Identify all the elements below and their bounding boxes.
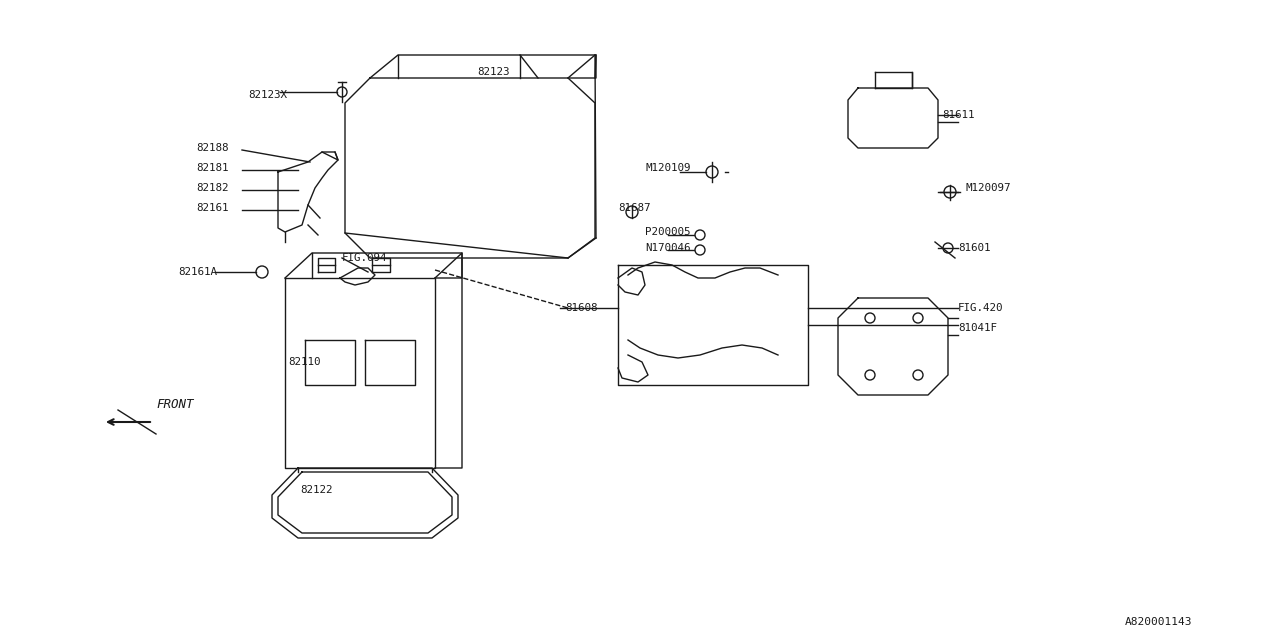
Text: N170046: N170046 [645,243,690,253]
Text: M120109: M120109 [645,163,690,173]
Text: 82110: 82110 [288,357,320,367]
Text: A820001143: A820001143 [1125,617,1193,627]
Text: 81687: 81687 [618,203,650,213]
Text: FRONT: FRONT [156,397,193,410]
Text: 82123: 82123 [477,67,509,77]
Text: 82161: 82161 [196,203,229,213]
Text: 82181: 82181 [196,163,229,173]
Text: 82188: 82188 [196,143,229,153]
Text: 82122: 82122 [300,485,333,495]
Text: 82123X: 82123X [248,90,287,100]
Text: FIG.094: FIG.094 [342,253,388,263]
Text: 82182: 82182 [196,183,229,193]
Text: 82161A: 82161A [178,267,218,277]
Text: 81608: 81608 [564,303,598,313]
Text: M120097: M120097 [965,183,1010,193]
Text: 81601: 81601 [957,243,991,253]
Text: 81041F: 81041F [957,323,997,333]
Text: FIG.420: FIG.420 [957,303,1004,313]
Text: 81611: 81611 [942,110,974,120]
Text: P200005: P200005 [645,227,690,237]
